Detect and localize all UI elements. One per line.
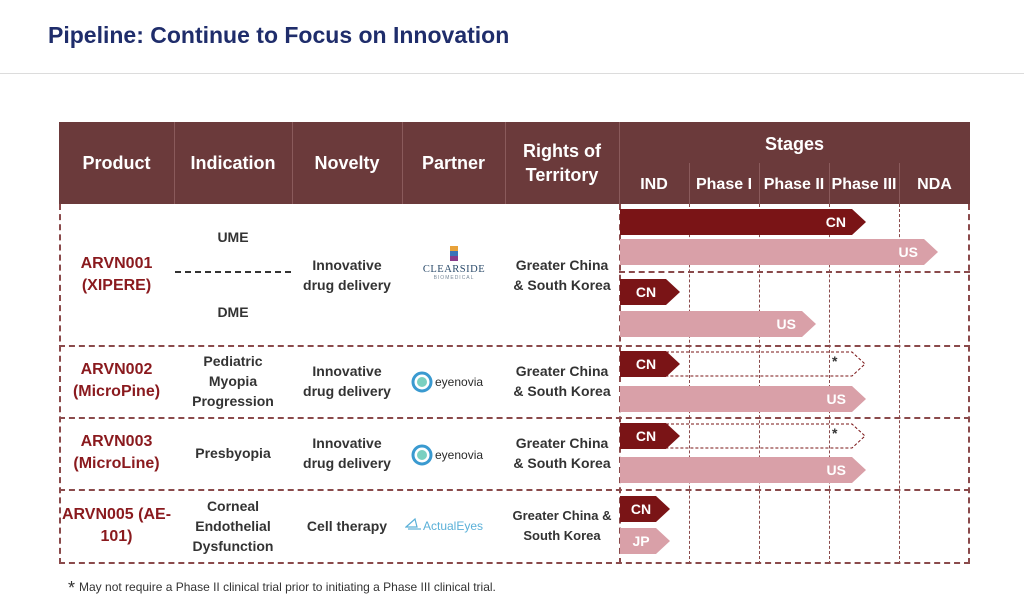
stage-bar-label: CN [630, 501, 652, 517]
product-arvn005: ARVN005 (AE-101) [61, 505, 172, 545]
header-stages: Stages [764, 134, 825, 154]
eyenovia-logo: eyenovia [411, 369, 491, 395]
stage-progress-bar: US [620, 311, 816, 337]
indication-cell: Presbyopia [195, 445, 271, 461]
novelty-cell: Cell therapy [306, 517, 388, 534]
stage-bar-label: JP [632, 533, 650, 549]
stages-divider [619, 204, 621, 564]
row-divider [59, 489, 970, 491]
indication-ume: UME [217, 229, 249, 245]
product-arvn002: ARVN002 (MicroPine) [72, 361, 161, 400]
header-rights: Rights of Territory [523, 141, 601, 185]
stage-bar-label: US [826, 462, 846, 478]
product-arvn001: ARVN001 (XIPERE) [80, 254, 153, 294]
stage-bar-label: CN [825, 214, 846, 230]
eyenovia-logo: eyenovia [411, 442, 491, 468]
row-divider [59, 345, 970, 347]
header-indication: Indication [190, 153, 276, 173]
pipeline-table: Product Indication Novelty Partner Right… [59, 122, 970, 564]
table-left-border [59, 204, 61, 564]
stage-bar-label: CN [635, 356, 657, 372]
stage-progress-bar: US [620, 457, 866, 483]
indication-cell: Corneal Endothelial Dysfunction [192, 497, 274, 554]
stage-bar-label: US [826, 391, 846, 407]
stage-progress-bar: US [620, 386, 866, 412]
rights-cell: Greater China & South Korea [513, 256, 611, 293]
table-header: Product Indication Novelty Partner Right… [59, 122, 970, 204]
clearside-logo: CLEARSIDE BIOMEDICAL [416, 244, 492, 284]
rights-cell: Greater China & South Korea [513, 363, 611, 399]
stage-bar-label: CN [635, 428, 657, 444]
eyenovia-logo-text: eyenovia [435, 375, 483, 389]
stage-progress-bar: CN [620, 351, 680, 377]
clearside-logo-text: CLEARSIDE [423, 264, 485, 275]
footnote-text: May not require a Phase II clinical tria… [79, 580, 496, 594]
stage-progress-bar: CN [620, 279, 680, 305]
stage-progress-bar: US [620, 239, 938, 265]
header-partner: Partner [421, 153, 486, 173]
stage-nda: NDA [917, 176, 952, 193]
rights-cell: Greater China & South Korea [513, 435, 611, 471]
stage-progress-bar: CN [620, 423, 680, 449]
stage-phase-1: Phase I [695, 176, 753, 193]
stage-progress-bar: CN [620, 209, 866, 235]
stage-bar-label: CN [635, 284, 657, 300]
eyenovia-logo-text: eyenovia [435, 448, 483, 462]
row-divider [59, 417, 970, 419]
header-product: Product [82, 153, 151, 173]
stage-bar-label: US [776, 316, 796, 332]
novelty-cell: Innovative drug delivery [303, 363, 391, 399]
stage-ind: IND [640, 176, 668, 193]
table-right-border [968, 204, 970, 564]
page-title: Pipeline: Continue to Focus on Innovatio… [48, 22, 510, 48]
indication-dme: DME [217, 304, 249, 320]
footnote: * May not require a Phase II clinical tri… [68, 578, 496, 599]
stage-phase-3: Phase III [831, 176, 897, 193]
planned-note-marker: * [832, 425, 838, 441]
stage-progress-bar: CN [620, 496, 670, 522]
title-divider [0, 73, 1024, 74]
stage-progress-bar: JP [620, 528, 670, 554]
stage-phase-2: Phase II [763, 176, 825, 193]
header-novelty: Novelty [314, 153, 380, 173]
footnote-marker: * [68, 578, 76, 598]
novelty-cell: Innovative drug delivery [303, 435, 391, 471]
indication-divider [175, 271, 291, 273]
table-bottom-border [59, 562, 970, 564]
indication-cell: Pediatric Myopia Progression [192, 353, 274, 409]
rights-cell: Greater China & South Korea [512, 507, 612, 543]
actualeyes-logo-text: ActualEyes [423, 519, 483, 533]
novelty-cell: Innovative drug delivery [303, 256, 391, 293]
stage-bar-label: US [898, 244, 918, 260]
clearside-logo-subtext: BIOMEDICAL [434, 275, 475, 281]
actualeyes-logo: ActualEyes [404, 515, 501, 537]
planned-note-marker: * [832, 353, 838, 369]
product-arvn003: ARVN003 (MicroLine) [73, 433, 160, 472]
